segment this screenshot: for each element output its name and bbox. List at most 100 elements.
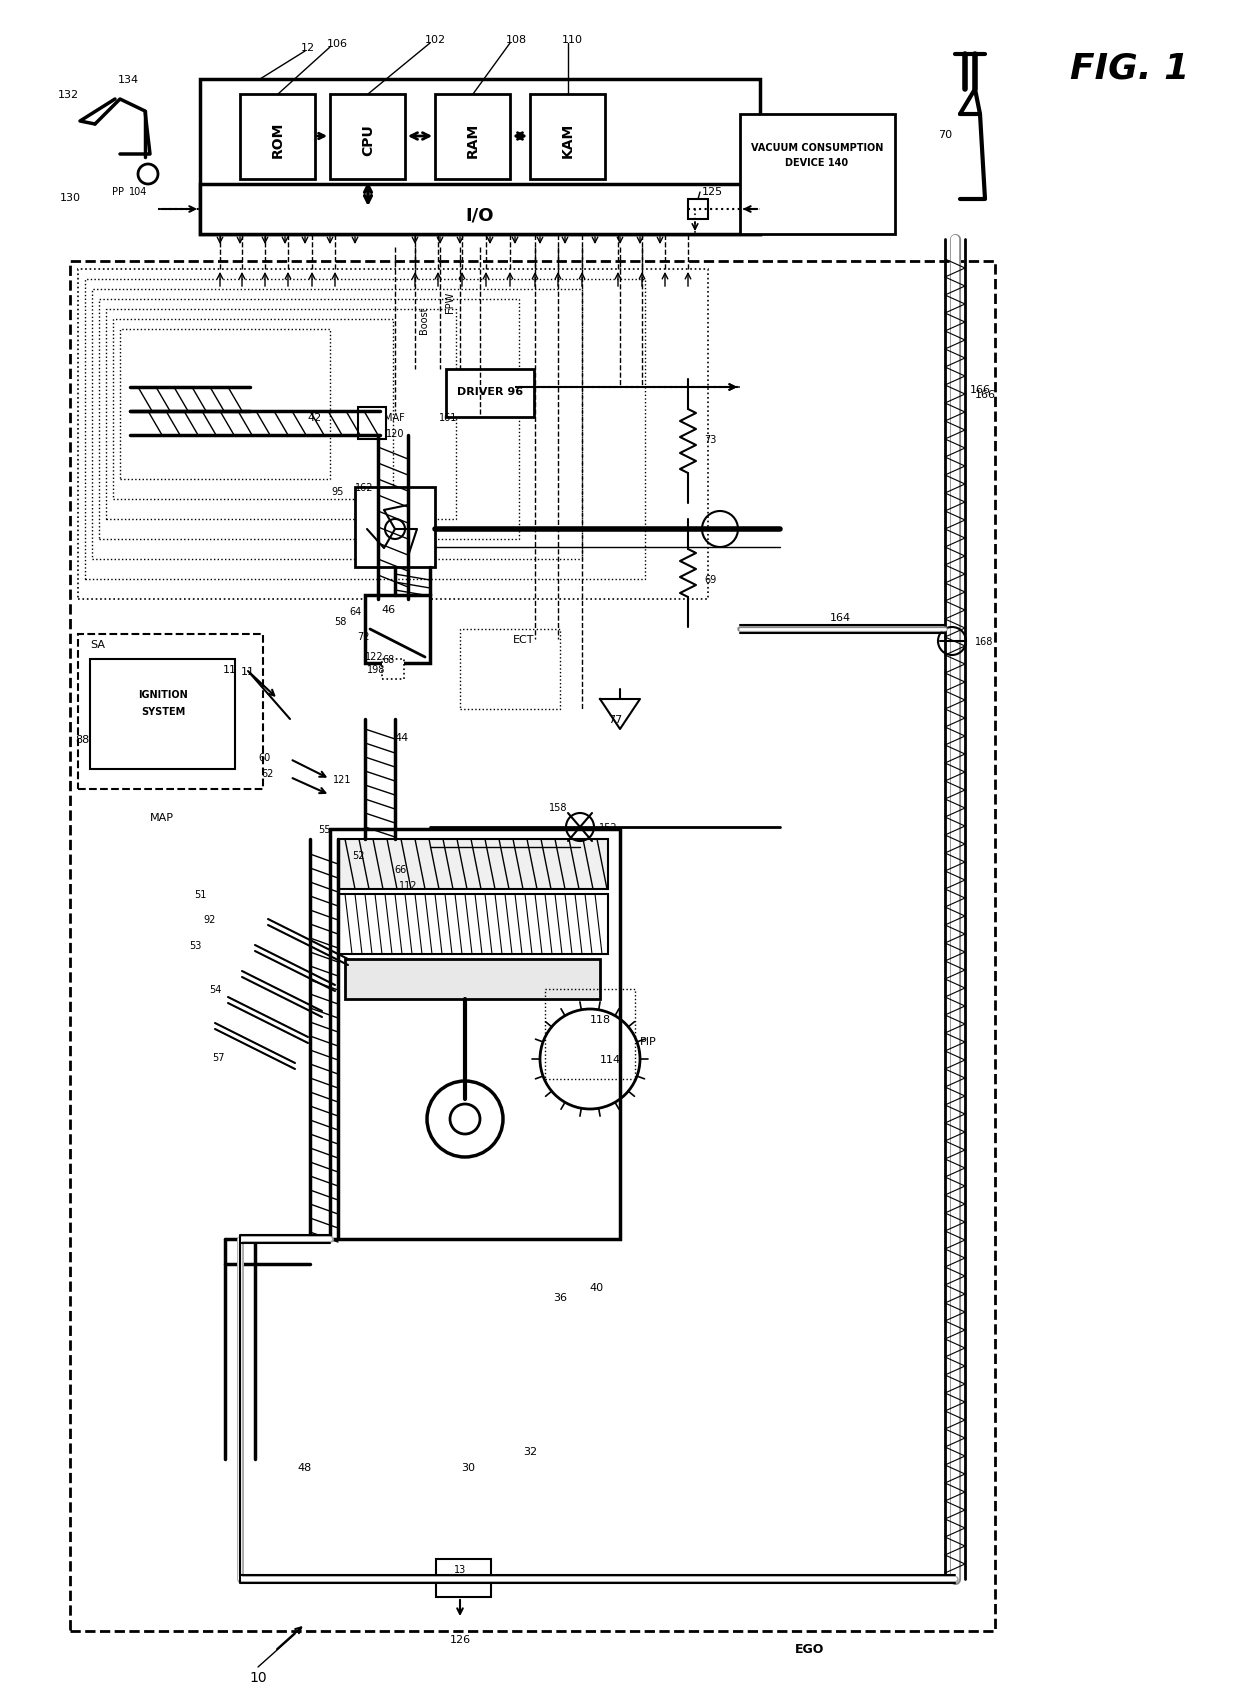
Bar	[200, 80, 760, 235]
Text: 158: 158	[549, 803, 567, 813]
Text: ECT: ECT	[513, 634, 534, 644]
Bar	[120, 329, 330, 479]
Text: 104: 104	[129, 188, 148, 196]
Text: 110: 110	[562, 36, 583, 44]
Text: 88: 88	[74, 735, 89, 745]
Text: MAP: MAP	[150, 813, 174, 822]
Text: 126: 126	[449, 1633, 470, 1644]
Text: 30: 30	[461, 1463, 475, 1471]
Bar	[446, 370, 534, 418]
Text: FIG. 1: FIG. 1	[1070, 51, 1189, 85]
Bar	[436, 1558, 491, 1598]
Text: 77: 77	[608, 714, 622, 725]
Bar	[529, 95, 605, 181]
Bar	[355, 488, 435, 568]
Text: 64: 64	[348, 607, 361, 617]
Bar	[99, 300, 520, 540]
Text: 92: 92	[203, 914, 216, 924]
Bar	[200, 184, 760, 235]
Text: CPU: CPU	[361, 124, 374, 155]
Text: 11: 11	[241, 667, 255, 677]
Text: DEVICE 140: DEVICE 140	[785, 159, 848, 167]
Bar	[92, 290, 582, 559]
Text: 134: 134	[118, 75, 139, 85]
Bar	[78, 634, 263, 789]
Text: SYSTEM: SYSTEM	[141, 706, 185, 716]
Bar	[91, 660, 236, 769]
Text: 36: 36	[553, 1292, 567, 1303]
Text: 132: 132	[57, 90, 78, 101]
Text: 72: 72	[357, 631, 370, 641]
Text: 108: 108	[506, 36, 527, 44]
Text: 42: 42	[308, 413, 322, 423]
Text: 106: 106	[326, 39, 347, 49]
Bar	[740, 114, 895, 235]
Text: 118: 118	[589, 1014, 610, 1025]
Text: KAM: KAM	[560, 123, 575, 157]
Text: MAF: MAF	[384, 413, 404, 423]
Text: I/O: I/O	[466, 206, 495, 223]
Text: 68: 68	[382, 655, 394, 665]
Bar	[546, 989, 635, 1079]
Text: 58: 58	[334, 617, 346, 627]
Text: 162: 162	[355, 483, 373, 493]
Text: 66: 66	[394, 864, 407, 875]
Text: 62: 62	[262, 769, 274, 779]
Text: 12: 12	[301, 43, 315, 53]
Text: 10: 10	[249, 1669, 267, 1685]
Bar	[241, 95, 315, 181]
Bar	[330, 830, 620, 1240]
Text: FPW: FPW	[445, 292, 455, 312]
Text: 44: 44	[394, 733, 409, 743]
Bar	[69, 263, 994, 1632]
Bar	[339, 839, 608, 890]
Text: 73: 73	[704, 435, 717, 445]
Text: 114: 114	[599, 1054, 620, 1064]
Text: 164: 164	[830, 612, 851, 622]
Text: 166: 166	[975, 390, 996, 399]
Text: IGNITION: IGNITION	[138, 689, 188, 699]
Text: 13: 13	[454, 1563, 466, 1574]
Text: 152: 152	[599, 822, 618, 832]
Text: 161: 161	[439, 413, 458, 423]
Bar	[86, 280, 645, 580]
Text: ROM: ROM	[272, 121, 285, 159]
Bar	[339, 895, 608, 955]
Text: 120: 120	[386, 428, 404, 438]
Text: 69: 69	[704, 575, 717, 585]
Text: VACUUM CONSUMPTION: VACUUM CONSUMPTION	[750, 143, 883, 153]
Bar	[330, 95, 405, 181]
Text: RAM: RAM	[466, 123, 480, 157]
Text: 166: 166	[970, 385, 991, 396]
Text: 198: 198	[367, 665, 386, 675]
Bar	[345, 960, 600, 999]
Text: 48: 48	[298, 1463, 312, 1471]
Text: 32: 32	[523, 1446, 537, 1456]
Text: 95: 95	[332, 486, 345, 496]
Text: Boost: Boost	[419, 307, 429, 334]
Text: DRIVER 96: DRIVER 96	[456, 387, 523, 397]
Text: 52: 52	[352, 851, 365, 861]
Bar	[365, 595, 430, 663]
Text: PP: PP	[112, 188, 124, 196]
Text: 125: 125	[702, 188, 723, 196]
Text: SA: SA	[91, 639, 105, 650]
Text: 112: 112	[399, 880, 417, 890]
Bar	[358, 407, 386, 440]
Text: 121: 121	[332, 774, 351, 784]
Text: 51: 51	[193, 890, 206, 900]
Bar	[460, 629, 560, 709]
Text: 70: 70	[937, 130, 952, 140]
Text: 53: 53	[188, 941, 201, 950]
Bar	[435, 95, 510, 181]
Text: 40: 40	[589, 1282, 603, 1292]
Bar	[105, 310, 456, 520]
Bar	[113, 321, 393, 500]
Bar	[382, 660, 404, 680]
Bar	[78, 269, 708, 600]
Text: EGO: EGO	[795, 1642, 825, 1656]
Text: 130: 130	[60, 193, 81, 203]
Text: 55: 55	[317, 825, 330, 834]
Text: 122: 122	[365, 651, 383, 662]
Text: 60: 60	[258, 752, 270, 762]
